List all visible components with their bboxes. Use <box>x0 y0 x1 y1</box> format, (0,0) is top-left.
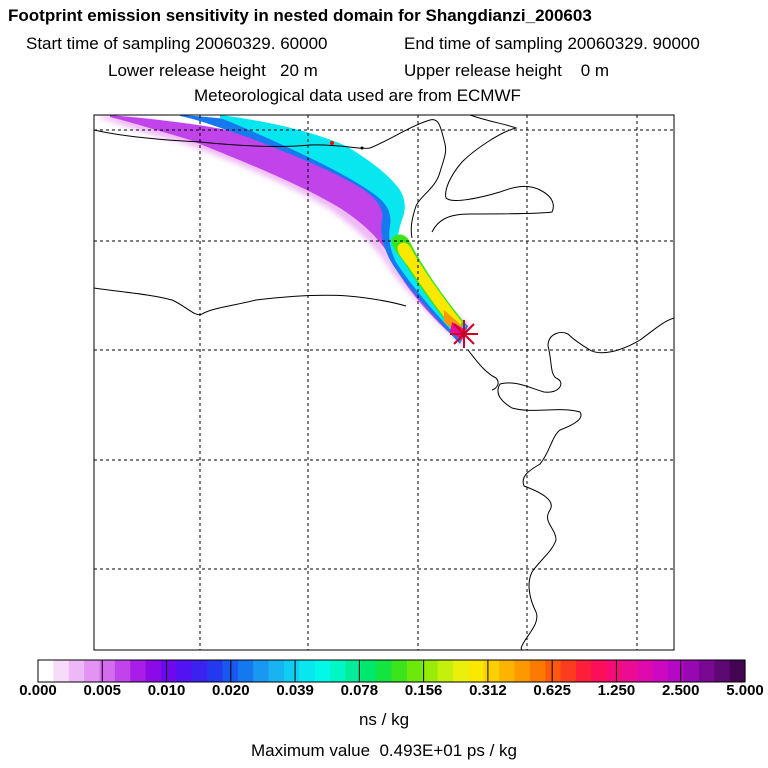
colorbar-swatch <box>237 660 254 682</box>
city-dot <box>330 141 334 145</box>
colorbar-swatch <box>514 660 531 682</box>
colorbar-swatch <box>360 660 377 682</box>
colorbar-swatch <box>191 660 208 682</box>
colorbar-swatch <box>160 660 177 682</box>
colorbar-tick-label: 0.010 <box>147 682 186 699</box>
city-dot-2 <box>360 146 364 150</box>
colorbar-swatch <box>68 660 85 682</box>
colorbar-tick-label: 2.500 <box>661 682 700 699</box>
colorbar-swatch <box>268 660 285 682</box>
coastlines <box>94 115 674 650</box>
colorbar-swatch <box>406 660 423 682</box>
colorbar-tick-label: 1.250 <box>597 682 636 699</box>
met-data-label: Meteorological data used are from ECMWF <box>194 86 521 105</box>
gridlines <box>94 115 674 650</box>
colorbar-swatch <box>253 660 270 682</box>
colorbar-swatch <box>53 660 70 682</box>
colorbar-swatch <box>606 660 623 682</box>
colorbar-swatch <box>437 660 454 682</box>
colorbar-units: ns / kg <box>358 710 410 729</box>
coast-small <box>467 349 499 391</box>
upper-release-label: Upper release height 0 m <box>404 61 610 80</box>
plume-yellow <box>397 242 462 332</box>
colorbar-swatch <box>330 660 346 682</box>
colorbar-swatch <box>622 660 639 682</box>
receptor-marker <box>450 320 478 348</box>
colorbar-tick-label: 0.312 <box>469 682 507 699</box>
colorbar-swatch <box>314 660 331 682</box>
colorbar-swatch <box>422 660 439 682</box>
colorbar-swatch <box>668 660 685 682</box>
colorbar-swatch <box>483 660 500 682</box>
colorbar-swatch <box>130 660 147 682</box>
colorbar-swatch <box>575 660 592 682</box>
plume-cyan <box>220 115 466 340</box>
colorbar-swatch <box>529 660 546 682</box>
colorbar-swatch <box>698 660 715 682</box>
inland-border <box>94 287 407 316</box>
map-frame <box>93 114 675 651</box>
colorbar-swatch <box>714 660 731 682</box>
colorbar-tick-label: 0.020 <box>212 682 250 699</box>
plume-footprint <box>100 115 470 345</box>
peninsula-coast <box>497 317 674 650</box>
end-time-label: End time of sampling 20060329. 90000 <box>404 34 700 53</box>
colorbar <box>37 659 746 683</box>
lower-release-label: Lower release height 20 m <box>108 61 318 80</box>
colorbar-swatch <box>468 660 485 682</box>
colorbar-swatch <box>729 660 746 682</box>
northern-coast <box>94 119 447 239</box>
colorbar-swatch <box>652 660 669 682</box>
colorbar-swatch <box>283 660 300 682</box>
colorbar-swatch <box>114 660 131 682</box>
colorbar-tick-label: 0.039 <box>276 682 314 699</box>
colorbar-swatch <box>84 660 101 682</box>
colorbar-tick-label: 0.005 <box>83 682 122 699</box>
colorbar-swatch <box>99 660 116 682</box>
colorbar-tick-label: 0.000 <box>19 682 57 699</box>
map-plot <box>93 114 675 651</box>
colorbar-swatch <box>637 660 654 682</box>
colorbar-tick-label: 5.000 <box>726 682 764 699</box>
colorbar-swatch <box>499 660 516 682</box>
colorbar-tick-label: 0.156 <box>404 682 443 699</box>
colorbar-swatch <box>391 660 408 682</box>
colorbar-swatch <box>176 660 193 682</box>
max-value-label: Maximum value 0.493E+01 ps / kg <box>251 741 517 760</box>
colorbar-swatch <box>545 660 562 682</box>
colorbar-swatch <box>560 660 577 682</box>
colorbar-swatch <box>38 660 54 682</box>
bay-coast <box>431 115 554 233</box>
colorbar-tick-label: 0.078 <box>340 682 379 699</box>
start-time-label: Start time of sampling 20060329. 60000 <box>26 34 328 53</box>
colorbar-tick-label: 0.625 <box>533 682 571 699</box>
chart-title: Footprint emission sensitivity in nested… <box>8 6 592 25</box>
colorbar-swatch <box>452 660 469 682</box>
colorbar-swatch <box>683 660 700 682</box>
colorbar-swatch <box>591 660 608 682</box>
plume-violet <box>110 115 468 342</box>
colorbar-swatch <box>145 660 162 682</box>
colorbar-swatch <box>207 660 224 682</box>
colorbar-swatch <box>345 660 362 682</box>
colorbar-swatch <box>299 660 316 682</box>
colorbar-swatch <box>376 660 393 682</box>
